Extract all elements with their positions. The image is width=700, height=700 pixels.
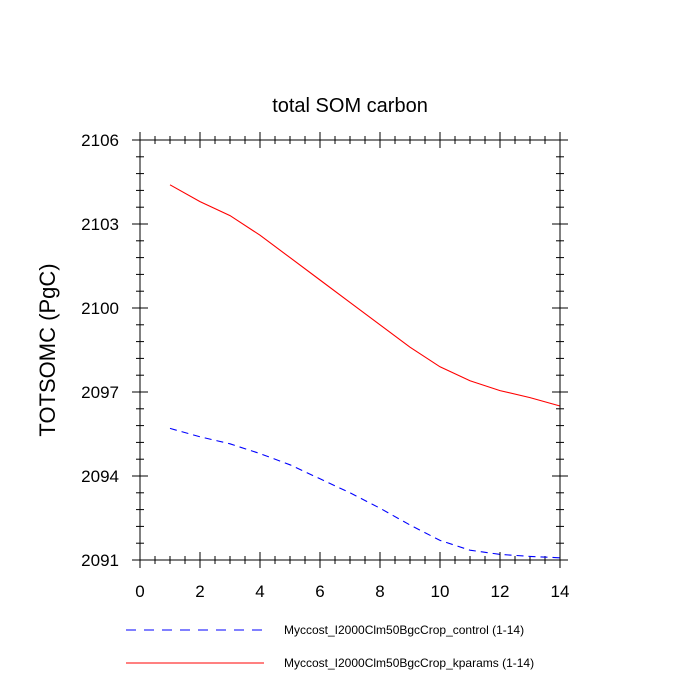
x-tick-label: 6 [315,582,324,601]
series-layer [169,184,561,559]
plot-frame [139,139,561,561]
y-tick-label: 2094 [81,467,119,486]
chart-title: total SOM carbon [272,95,428,117]
y-tick-label: 2103 [81,215,119,234]
y-tick-label: 2100 [81,299,119,318]
x-tick-label: 14 [551,582,570,601]
legend: Myccost_I2000Clm50BgcCrop_control (1-14)… [126,623,534,670]
tick-labels: 0 2 4 6 8 10 12 14 2091 2094 2097 2100 2103 2106 [81,131,569,601]
y-tick-label: 2106 [81,131,119,150]
x-tick-label: 0 [135,582,144,601]
x-tick-label: 4 [255,582,264,601]
x-tick-label: 2 [195,582,204,601]
legend-label: Myccost_I2000Clm50BgcCrop_control (1-14) [284,623,524,637]
series-line-kparams [169,184,561,407]
y-tick-label: 2091 [81,551,119,570]
axis-ticks [132,132,568,568]
legend-label: Myccost_I2000Clm50BgcCrop_kparams (1-14) [284,656,534,670]
y-tick-label: 2097 [81,383,119,402]
x-tick-label: 10 [431,582,450,601]
x-tick-label: 12 [491,582,510,601]
y-axis-label: TOTSOMC (PgC) [35,263,60,436]
series-line-control [169,427,561,559]
x-tick-label: 8 [375,582,384,601]
